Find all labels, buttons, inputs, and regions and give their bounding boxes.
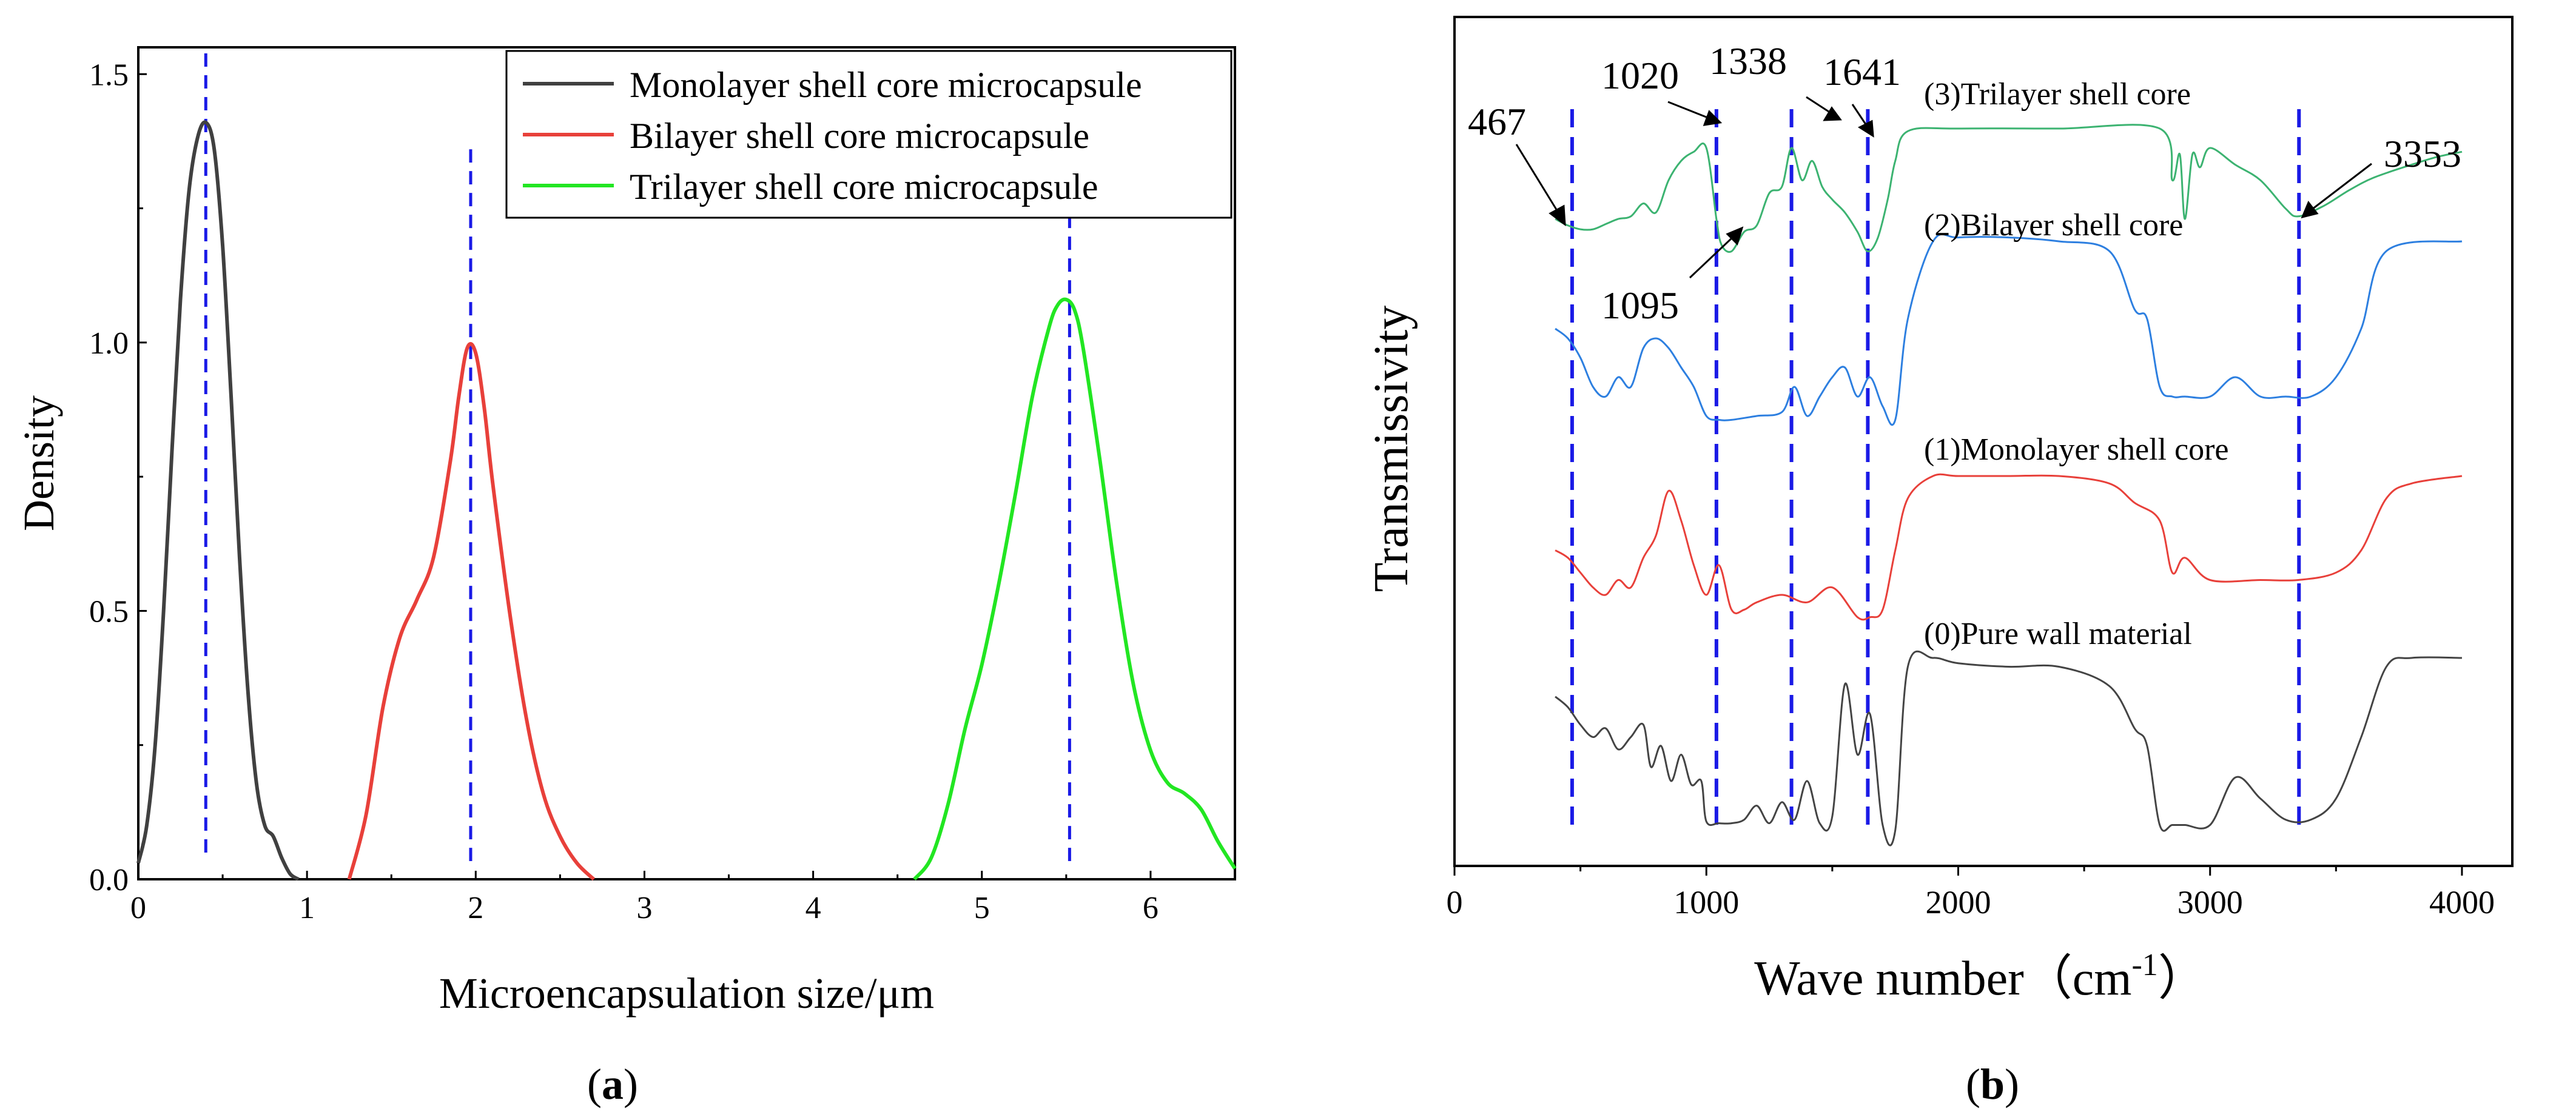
arrow-3353 (2312, 163, 2372, 210)
arrow-3353-head (2301, 201, 2319, 219)
annotation-arrows (1515, 96, 2372, 279)
panel-b-marker-lines (1570, 109, 2301, 825)
panel-a-xtick-label: 6 (1143, 891, 1159, 925)
arrow-1641 (1851, 104, 1868, 127)
panel-b-spectrum (1555, 650, 2463, 847)
panel-a-ytick-label: 1.0 (89, 326, 129, 361)
legend-box (505, 50, 1233, 219)
panel-a-ytick-label: 0.5 (89, 594, 129, 629)
annotation-1095: 1095 (1601, 284, 1679, 327)
annotation-1641: 1641 (1823, 50, 1901, 93)
panel-b-xlabel-main: Wave number（cm (1754, 952, 2131, 1005)
panel-a-legend: Monolayer shell core microcapsule Bilaye… (505, 50, 1233, 219)
panel-b-xlabel: Wave number（cm-1） (1754, 948, 2207, 1005)
panel-a-series-line (136, 120, 300, 881)
panel-b-spectrum (1555, 473, 2463, 621)
panel-b-xlabel-sup: -1 (2131, 948, 2157, 982)
panel-b-xtick-label: 4000 (2429, 884, 2495, 920)
panel-b-ftir-chart: 0 1000 2000 3000 4000 Transmissivity Wave nu… (1365, 16, 2514, 1108)
panel-a-xtick-label: 4 (805, 891, 821, 925)
arrow-1641-head (1857, 119, 1874, 138)
legend-label-trilayer: Trilayer shell core microcapsule (630, 167, 1098, 207)
arrow-1095 (1689, 235, 1735, 279)
arrow-1338-head (1823, 106, 1842, 121)
panel-a-series-line (347, 342, 596, 881)
panel-a-peak-guides (204, 53, 1071, 861)
annotation-1338: 1338 (1709, 39, 1787, 82)
panel-b-label-letter: b (1980, 1060, 2005, 1108)
label-pure-wall: (0)Pure wall material (1924, 617, 2192, 651)
panel-a-ytick-label: 1.5 (89, 58, 129, 92)
annotation-1020: 1020 (1601, 54, 1679, 97)
arrow-467-head (1549, 204, 1566, 227)
legend-label-bilayer: Bilayer shell core microcapsule (630, 116, 1089, 156)
panel-a-xlabel: Microencapsulation size/μm (439, 969, 934, 1018)
panel-a-series-lines (136, 120, 1237, 881)
annotation-467: 467 (1468, 100, 1526, 143)
panel-a-series-line (913, 297, 1237, 880)
panel-a-label-letter: a (602, 1060, 624, 1108)
panel-b-ticks: 0 1000 2000 3000 4000 (1447, 866, 2495, 920)
arrow-467 (1515, 144, 1560, 214)
panel-b-xtick-label: 1000 (1673, 884, 1739, 920)
panel-b-spectra (1555, 124, 2463, 847)
panel-a-xtick-label: 3 (636, 891, 652, 925)
label-trilayer: (3)Trilayer shell core (1924, 77, 2191, 112)
panel-a-xtick-label: 2 (468, 891, 483, 925)
panel-b-spectrum (1555, 124, 2463, 253)
panel-b-xtick-label: 3000 (2177, 884, 2243, 920)
annotation-3353: 3353 (2384, 132, 2461, 175)
panel-a-xtick-label: 0 (130, 891, 146, 925)
panel-a-plot-frame (137, 46, 1236, 880)
label-monolayer: (1)Monolayer shell core (1924, 432, 2228, 467)
panel-b-ylabel: Transmissivity (1365, 306, 1418, 592)
panel-a-ytick-label: 0.0 (89, 863, 129, 897)
panel-a-density-chart: 0 1 2 3 4 5 6 0.0 0.5 1.0 1.5 Density Microencapsu… (15, 46, 1237, 1108)
panel-a-xtick-label: 1 (299, 891, 315, 925)
panel-b-xtick-label: 2000 (1925, 884, 1991, 920)
arrow-1020 (1667, 101, 1710, 119)
legend-label-monolayer: Monolayer shell core microcapsule (630, 65, 1142, 105)
panel-b-xtick-label: 0 (1447, 884, 1463, 920)
panel-b-label: (b) (1966, 1060, 2019, 1108)
arrow-1338 (1806, 96, 1831, 114)
arrow-1095-head (1726, 226, 1744, 246)
panel-a-ticks: 0 1 2 3 4 5 6 0.0 0.5 1.0 1.5 (89, 58, 1159, 925)
label-bilayer: (2)Bilayer shell core (1924, 208, 2183, 243)
panel-b-xlabel-close: ） (2158, 952, 2207, 1005)
arrow-1020-head (1703, 110, 1723, 126)
panel-a-xtick-label: 5 (974, 891, 990, 925)
panel-b-plot-frame (1453, 16, 2514, 867)
panel-a-label: (a) (587, 1060, 638, 1108)
panel-a-ylabel: Density (15, 395, 63, 531)
panel-b-spectrum (1555, 233, 2463, 426)
